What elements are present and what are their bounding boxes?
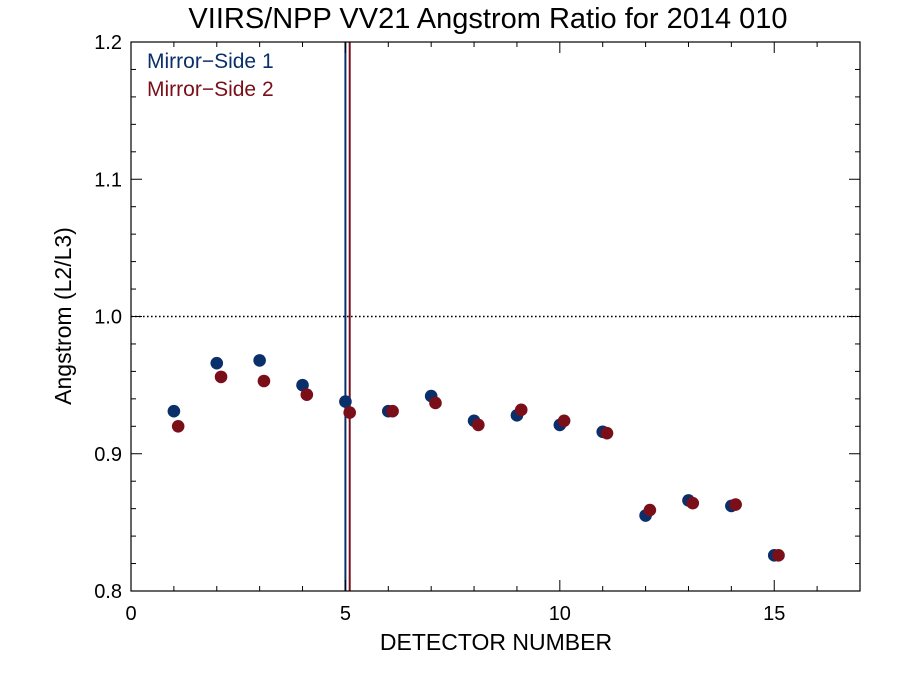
x-axis-label: DETECTOR NUMBER <box>380 629 612 655</box>
series-2-point-13 <box>686 496 700 510</box>
y-tick-label: 1.1 <box>94 169 122 191</box>
series-2-point-12 <box>643 503 657 517</box>
series-2-point-8 <box>472 418 485 432</box>
series-1-point-2 <box>210 356 224 370</box>
series-1-point-3 <box>253 354 266 367</box>
legend-entry-mirror-side-2: Mirror−Side 2 <box>147 78 274 101</box>
series-2-point-5 <box>343 406 357 419</box>
legend-entry-mirror-side-1: Mirror−Side 1 <box>147 50 274 73</box>
chart-title: VIIRS/NPP VV21 Angstrom Ratio for 2014 0… <box>188 3 787 35</box>
legend: Mirror−Side 1 Mirror−Side 2 <box>147 50 274 101</box>
y-tick-label: 1.2 <box>94 32 122 54</box>
series-2-point-1 <box>171 420 185 433</box>
x-tick-label: 0 <box>125 603 136 625</box>
series-1-point-1 <box>167 404 181 418</box>
series-2-point-6 <box>386 404 399 418</box>
series-1-point-4 <box>296 378 309 392</box>
series-2-point-7 <box>429 396 442 410</box>
y-tick-label: 0.9 <box>94 444 122 466</box>
series-2-point-10 <box>557 414 571 428</box>
x-tick-label: 5 <box>340 603 351 625</box>
series-2-point-2 <box>214 370 228 384</box>
reference-lines <box>131 42 860 591</box>
y-axis-label: Angstrom (L2/L3) <box>50 227 76 405</box>
series-2-point-11 <box>600 426 614 440</box>
series-2-point-3 <box>257 374 271 388</box>
series-2-point-9 <box>514 403 528 417</box>
axis-ticks <box>130 41 861 592</box>
axis-tick-labels: 0 5 10 15 0.8 0.9 1.0 1.1 1.2 <box>94 32 785 625</box>
series-2-point-4 <box>300 388 314 402</box>
x-tick-label: 15 <box>763 603 785 625</box>
x-tick-label: 10 <box>549 603 571 625</box>
series-2-point-14 <box>729 498 742 511</box>
series-2-point-15 <box>772 549 785 562</box>
y-tick-label: 0.8 <box>94 581 122 603</box>
data-points <box>167 354 785 562</box>
y-tick-label: 1.0 <box>94 307 122 329</box>
series-1-point-5 <box>339 395 352 408</box>
